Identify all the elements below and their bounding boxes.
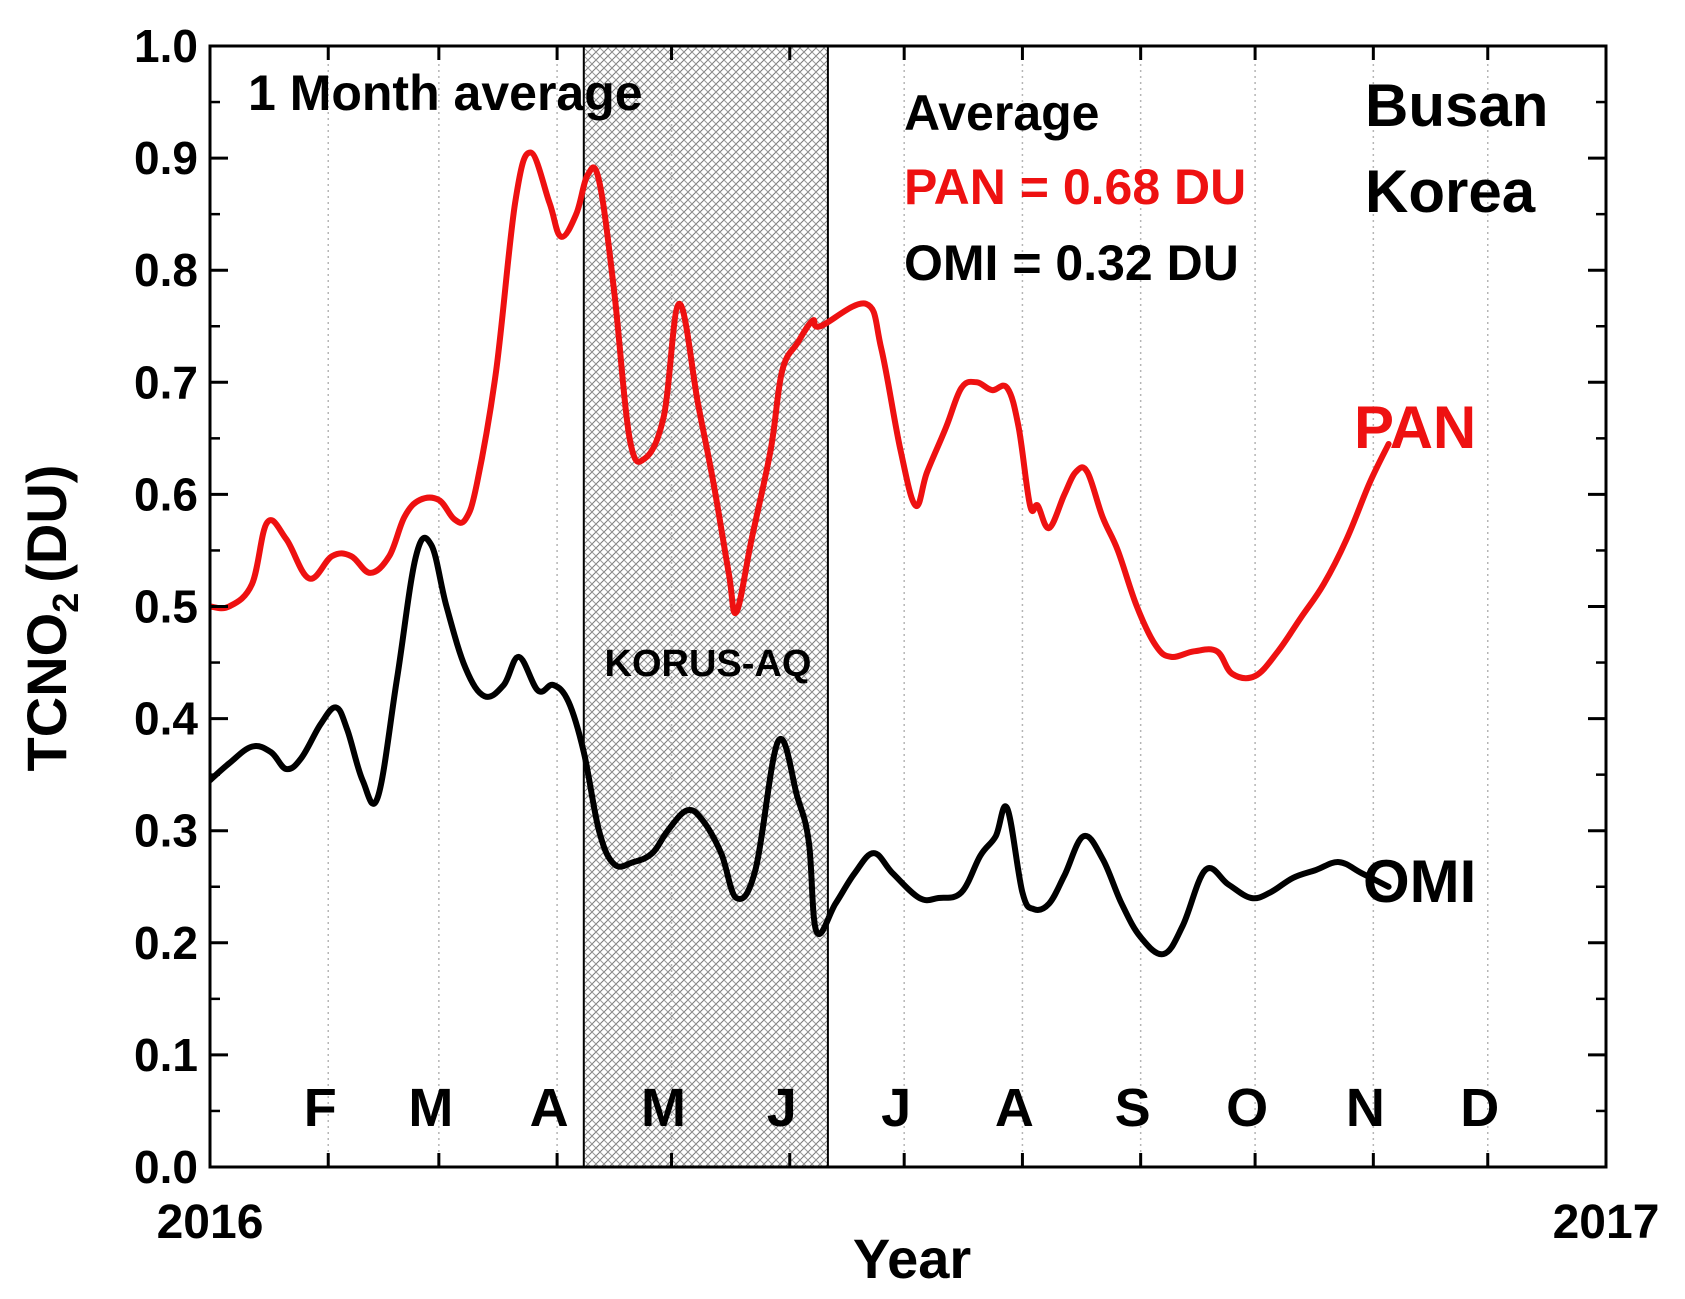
average-pan: PAN = 0.68 DU — [904, 159, 1246, 215]
y-tick-label: 0.3 — [134, 805, 198, 857]
y-tick-label: 0.8 — [134, 244, 198, 296]
average-omi: OMI = 0.32 DU — [904, 235, 1239, 291]
month-label: D — [1460, 1078, 1499, 1138]
y-tick-label: 0.6 — [134, 468, 198, 520]
shaded-region-layer — [582, 45, 829, 1168]
series-label-pan: PAN — [1354, 394, 1476, 461]
month-label: O — [1226, 1078, 1268, 1138]
shaded-region-label: KORUS-AQ — [605, 643, 812, 685]
series-layer — [210, 149, 1392, 958]
month-label: J — [881, 1078, 911, 1138]
month-label: N — [1346, 1078, 1385, 1138]
series-label-omi: OMI — [1363, 848, 1476, 915]
y-axis-title-unit: (DU) — [15, 465, 78, 583]
x-start-year-label: 2016 — [157, 1196, 264, 1249]
period-annotation: 1 Month average — [248, 65, 643, 121]
average-title: Average — [904, 85, 1099, 141]
month-label: S — [1115, 1078, 1151, 1138]
x-axis-title: Year — [853, 1227, 971, 1290]
y-tick-label: 0.2 — [134, 917, 198, 969]
tick-layer — [210, 44, 1606, 1169]
series-line-omi — [210, 534, 1392, 958]
y-tick-label: 0.9 — [134, 132, 198, 184]
location-line1: Busan — [1365, 72, 1548, 139]
y-tick-label: 1.0 — [134, 20, 198, 72]
month-label: F — [304, 1078, 337, 1138]
y-axis-title: TCNO2 (DU) — [15, 465, 86, 772]
month-label: M — [641, 1078, 686, 1138]
month-label: J — [767, 1078, 797, 1138]
month-label: A — [995, 1078, 1034, 1138]
y-tick-label: 0.5 — [134, 581, 198, 633]
y-tick-label: 0.0 — [134, 1141, 198, 1193]
korus-aq-shaded-region — [582, 45, 829, 1168]
y-axis-title-subscript: 2 — [45, 593, 86, 613]
month-label: A — [530, 1078, 569, 1138]
y-axis-title-main: TCNO — [15, 613, 78, 772]
y-tick-label: 0.4 — [134, 693, 198, 745]
location-line2: Korea — [1365, 158, 1536, 225]
y-tick-label: 0.7 — [134, 356, 198, 408]
label-layer: F M A M J J A S O N D 0.0 0.1 0.2 0.3 0.4 0.5 0.6 0.7 0.8 0.… — [134, 20, 1499, 1193]
series-line-pan — [210, 149, 1392, 682]
y-tick-label: 0.1 — [134, 1029, 198, 1081]
month-label: M — [408, 1078, 453, 1138]
x-end-year-label: 2017 — [1553, 1196, 1660, 1249]
